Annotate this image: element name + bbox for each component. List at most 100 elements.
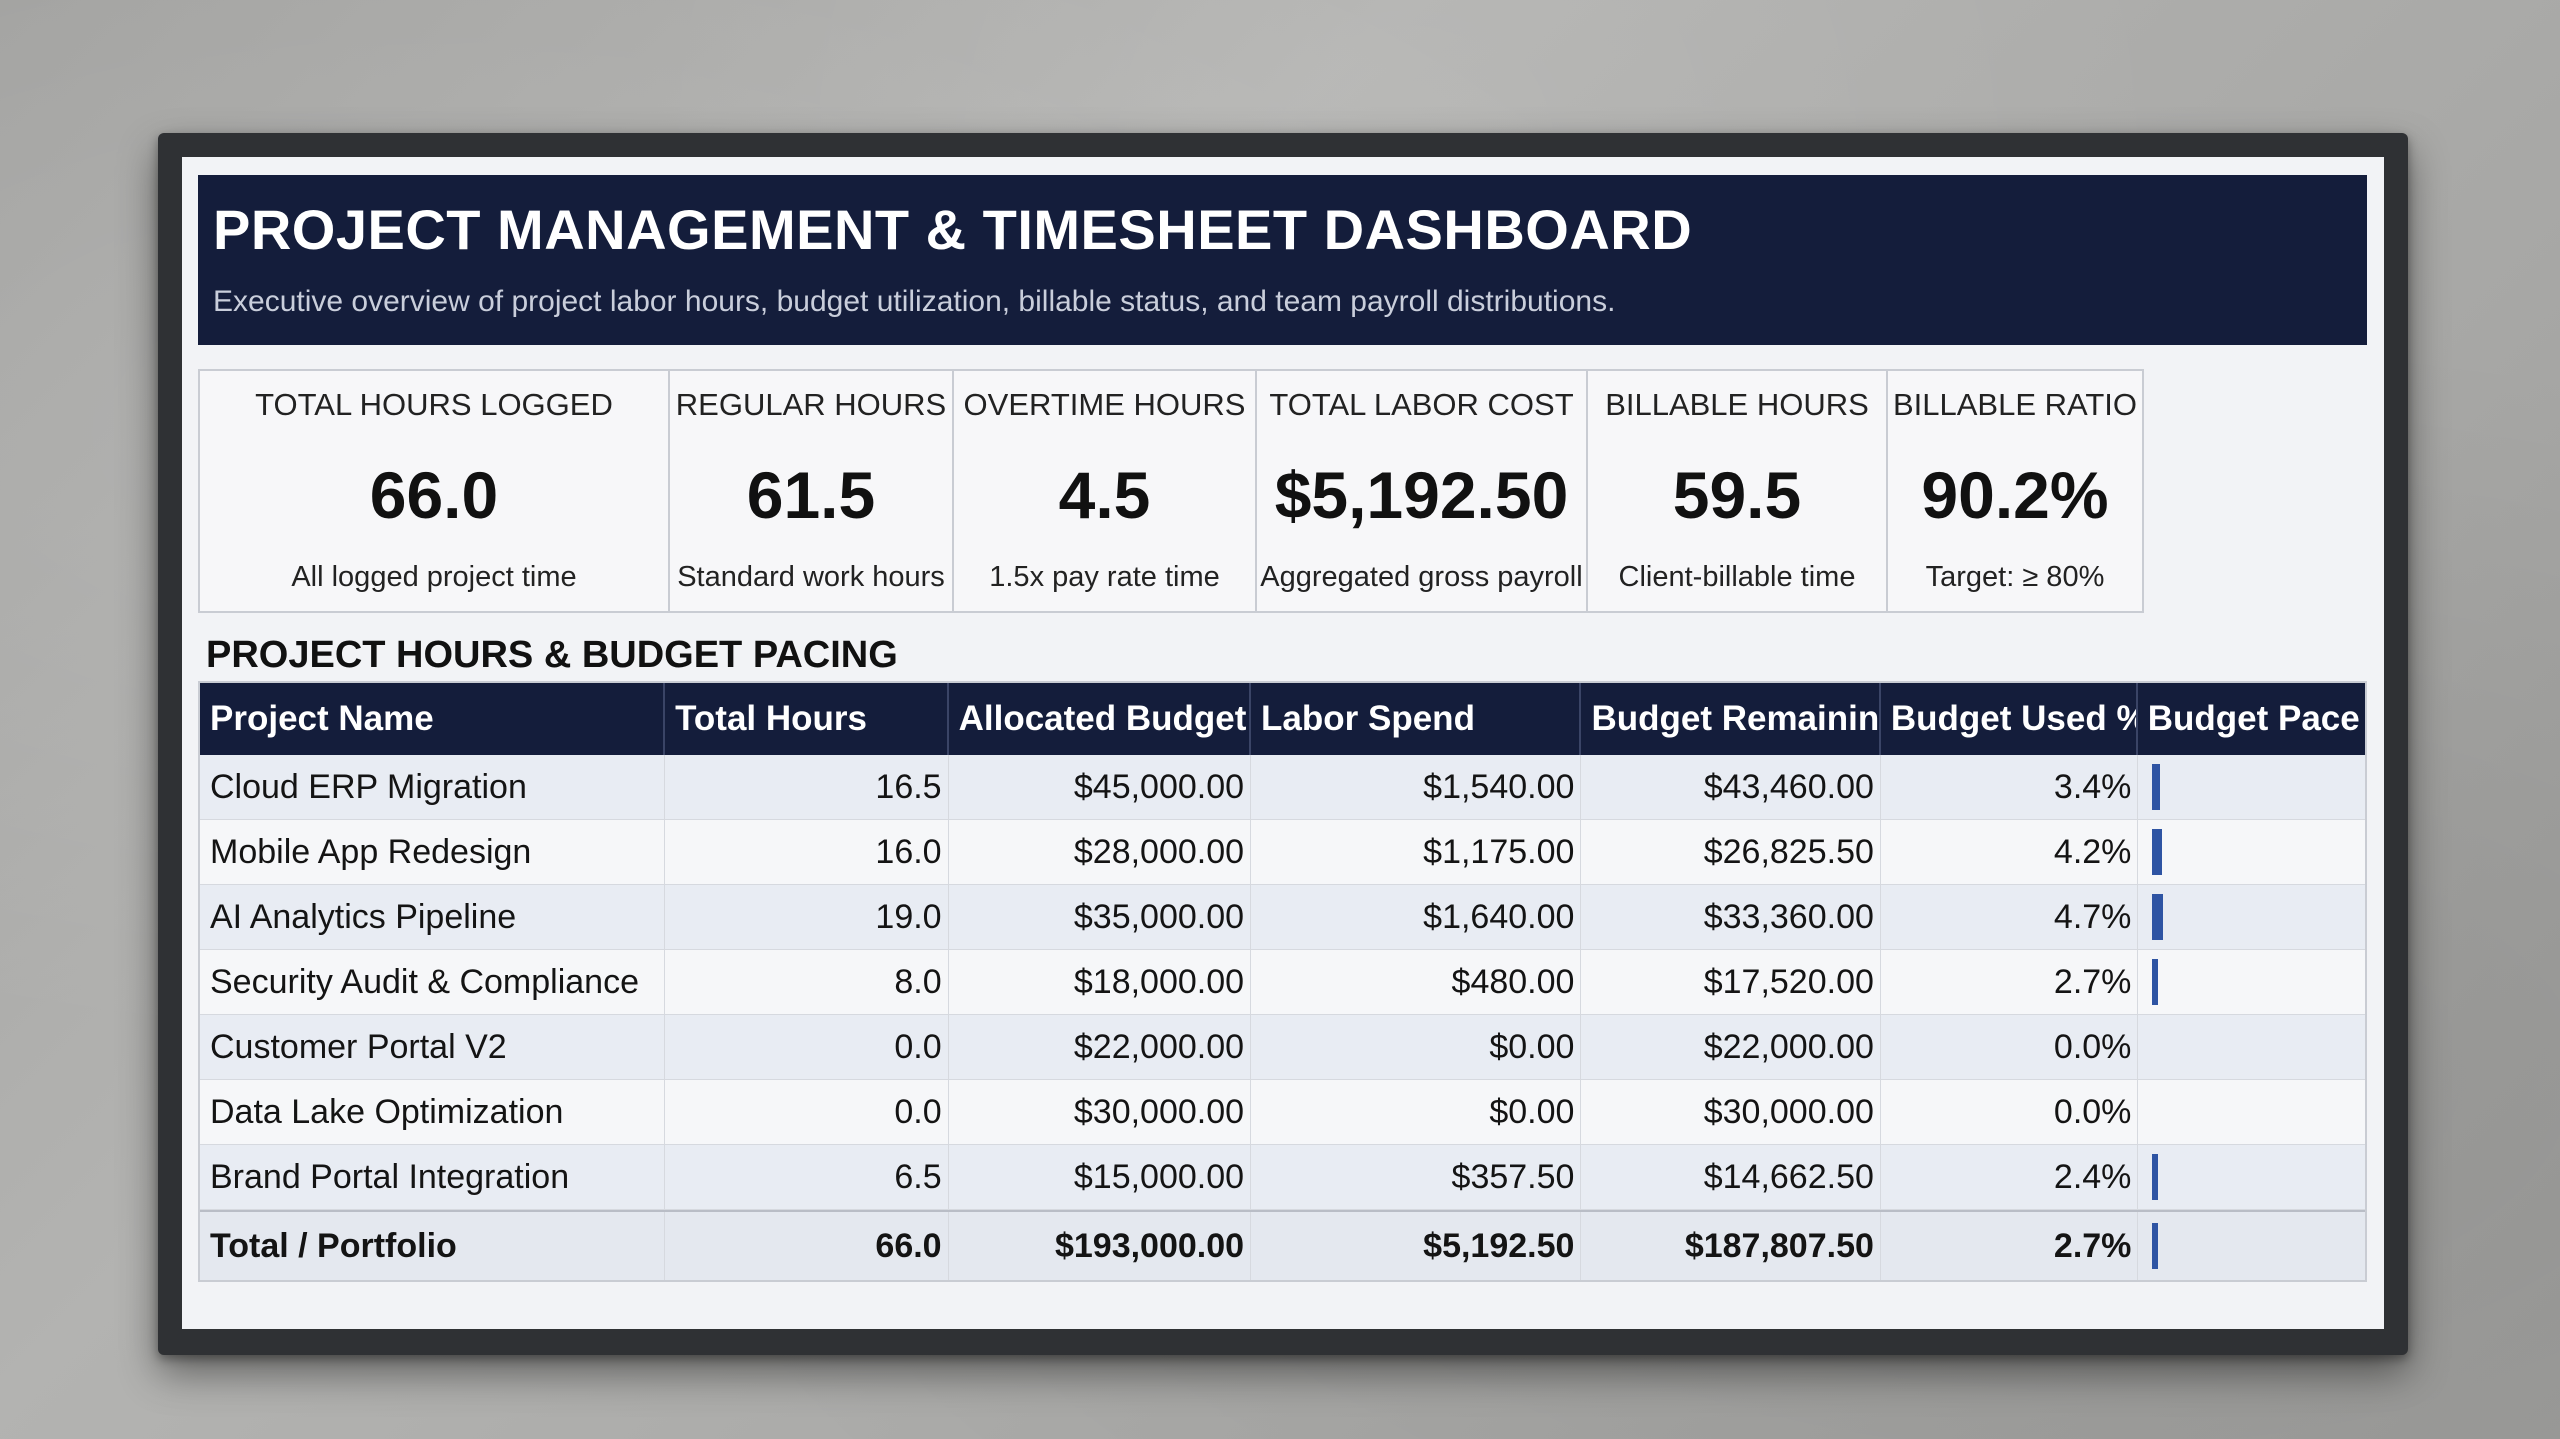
total-hours-cell: 0.0: [665, 1015, 949, 1079]
kpi-billable-ratio: BILLABLE RATIO 90.2% Target: ≥ 80%: [1888, 371, 2142, 611]
pace-bar: [2152, 1223, 2159, 1269]
total-hours-cell: 8.0: [665, 950, 949, 1014]
kpi-value: $5,192.50: [1274, 458, 1569, 532]
budget-remaining-cell: $33,360.00: [1581, 885, 1881, 949]
project-name-cell: AI Analytics Pipeline: [200, 885, 666, 949]
column-header-project-name[interactable]: Project Name: [200, 683, 666, 755]
pace-track: [2148, 1223, 2359, 1269]
kpi-total-hours: TOTAL HOURS LOGGED 66.0 All logged proje…: [200, 371, 670, 611]
total-hours-cell: 16.0: [665, 820, 949, 884]
total-used-percent: 2.7%: [1881, 1212, 2139, 1280]
allocated-budget-cell: $30,000.00: [949, 1080, 1252, 1144]
project-name-cell: Cloud ERP Migration: [200, 755, 666, 819]
project-budget-table: Project Name Total Hours Allocated Budge…: [198, 681, 2367, 1282]
allocated-budget-cell: $22,000.00: [949, 1015, 1252, 1079]
table-row[interactable]: Mobile App Redesign 16.0 $28,000.00 $1,175.…: [200, 820, 2365, 885]
pace-bar: [2152, 829, 2162, 875]
project-name-cell: Customer Portal V2: [200, 1015, 666, 1079]
kpi-total-labor-cost: TOTAL LABOR COST $5,192.50 Aggregated gr…: [1257, 371, 1588, 611]
pace-track: [2148, 894, 2359, 940]
project-name-cell: Data Lake Optimization: [200, 1080, 666, 1144]
budget-used-cell: 4.7%: [1881, 885, 2139, 949]
allocated-budget-cell: $18,000.00: [949, 950, 1252, 1014]
budget-remaining-cell: $22,000.00: [1581, 1015, 1881, 1079]
project-name-cell: Brand Portal Integration: [200, 1145, 666, 1209]
table-header-row: Project Name Total Hours Allocated Budge…: [200, 683, 2365, 755]
labor-spend-cell: $1,540.00: [1251, 755, 1582, 819]
table-total-row: Total / Portfolio 66.0 $193,000.00 $5,19…: [200, 1210, 2365, 1280]
pace-track: [2148, 829, 2359, 875]
total-remaining: $187,807.50: [1581, 1212, 1881, 1280]
total-hours-cell: 19.0: [665, 885, 949, 949]
total-hours-cell: 0.0: [665, 1080, 949, 1144]
total-label: Total / Portfolio: [200, 1212, 666, 1280]
header-banner: PROJECT MANAGEMENT & TIMESHEET DASHBOARD…: [198, 175, 2367, 345]
project-name-cell: Security Audit & Compliance: [200, 950, 666, 1014]
column-header-budget-used[interactable]: Budget Used %: [1881, 683, 2139, 755]
kpi-label: BILLABLE HOURS: [1605, 387, 1869, 422]
kpi-note: 1.5x pay rate time: [989, 561, 1220, 593]
table-row[interactable]: Data Lake Optimization 0.0 $30,000.00 $0.00…: [200, 1080, 2365, 1145]
table-row[interactable]: Customer Portal V2 0.0 $22,000.00 $0.00 $22,…: [200, 1015, 2365, 1080]
budget-used-cell: 2.7%: [1881, 950, 2139, 1014]
total-spend: $5,192.50: [1251, 1212, 1582, 1280]
kpi-note: Standard work hours: [677, 561, 945, 593]
kpi-note: Client-billable time: [1618, 561, 1856, 593]
budget-used-cell: 4.2%: [1881, 820, 2139, 884]
labor-spend-cell: $0.00: [1251, 1080, 1582, 1144]
allocated-budget-cell: $15,000.00: [949, 1145, 1252, 1209]
allocated-budget-cell: $45,000.00: [949, 755, 1252, 819]
budget-pace-cell: [2138, 1015, 2365, 1079]
budget-remaining-cell: $17,520.00: [1581, 950, 1881, 1014]
budget-pace-cell: [2138, 755, 2365, 819]
budget-used-cell: 3.4%: [1881, 755, 2139, 819]
kpi-value: 4.5: [1058, 458, 1151, 532]
budget-used-cell: 2.4%: [1881, 1145, 2139, 1209]
pace-bar: [2152, 959, 2159, 1005]
budget-pace-cell: [2138, 1080, 2365, 1144]
column-header-budget-remaining[interactable]: Budget Remaining: [1581, 683, 1881, 755]
budget-remaining-cell: $43,460.00: [1581, 755, 1881, 819]
budget-pace-cell: [2138, 1145, 2365, 1209]
pace-bar: [2152, 764, 2160, 810]
budget-pace-cell: [2138, 885, 2365, 949]
pace-bar: [2152, 894, 2163, 940]
kpi-value: 90.2%: [1921, 458, 2109, 532]
page-title: PROJECT MANAGEMENT & TIMESHEET DASHBOARD: [213, 198, 1693, 261]
column-header-total-hours[interactable]: Total Hours: [665, 683, 949, 755]
kpi-regular-hours: REGULAR HOURS 61.5 Standard work hours: [670, 371, 954, 611]
kpi-label: TOTAL LABOR COST: [1269, 387, 1574, 422]
table-row[interactable]: Cloud ERP Migration 16.5 $45,000.00 $1,540.…: [200, 755, 2365, 820]
kpi-note: Aggregated gross payroll: [1260, 561, 1583, 593]
budget-remaining-cell: $14,662.50: [1581, 1145, 1881, 1209]
table-body: Cloud ERP Migration 16.5 $45,000.00 $1,540.…: [200, 755, 2365, 1210]
kpi-label: TOTAL HOURS LOGGED: [255, 387, 613, 422]
dashboard-screen: PROJECT MANAGEMENT & TIMESHEET DASHBOARD…: [182, 157, 2384, 1329]
total-hours-cell: 16.5: [665, 755, 949, 819]
pace-track: [2148, 959, 2359, 1005]
total-pace-cell: [2138, 1212, 2365, 1280]
total-hours-cell: 6.5: [665, 1145, 949, 1209]
column-header-budget-pace[interactable]: Budget Pace: [2147, 699, 2360, 738]
labor-spend-cell: $1,175.00: [1251, 820, 1582, 884]
display-frame: PROJECT MANAGEMENT & TIMESHEET DASHBOARD…: [158, 133, 2408, 1355]
allocated-budget-cell: $35,000.00: [949, 885, 1252, 949]
column-header-allocated-budget[interactable]: Allocated Budget: [949, 683, 1252, 755]
page-subtitle: Executive overview of project labor hour…: [213, 285, 1616, 318]
allocated-budget-cell: $28,000.00: [949, 820, 1252, 884]
pace-track: [2148, 1089, 2359, 1135]
table-row[interactable]: Brand Portal Integration 6.5 $15,000.00 $35…: [200, 1145, 2365, 1210]
budget-pace-cell: [2138, 820, 2365, 884]
kpi-label: BILLABLE RATIO: [1892, 387, 2138, 422]
budget-used-cell: 0.0%: [1881, 1015, 2139, 1079]
pace-track: [2148, 1024, 2359, 1070]
table-row[interactable]: AI Analytics Pipeline 19.0 $35,000.00 $1,64…: [200, 885, 2365, 950]
budget-pace-cell: [2138, 950, 2365, 1014]
labor-spend-cell: $357.50: [1251, 1145, 1582, 1209]
budget-used-cell: 0.0%: [1881, 1080, 2139, 1144]
column-header-labor-spend[interactable]: Labor Spend: [1251, 683, 1582, 755]
kpi-value: 59.5: [1672, 458, 1802, 532]
budget-remaining-cell: $26,825.50: [1581, 820, 1881, 884]
kpi-value: 61.5: [746, 458, 876, 532]
table-row[interactable]: Security Audit & Compliance 8.0 $18,000.00…: [200, 950, 2365, 1015]
